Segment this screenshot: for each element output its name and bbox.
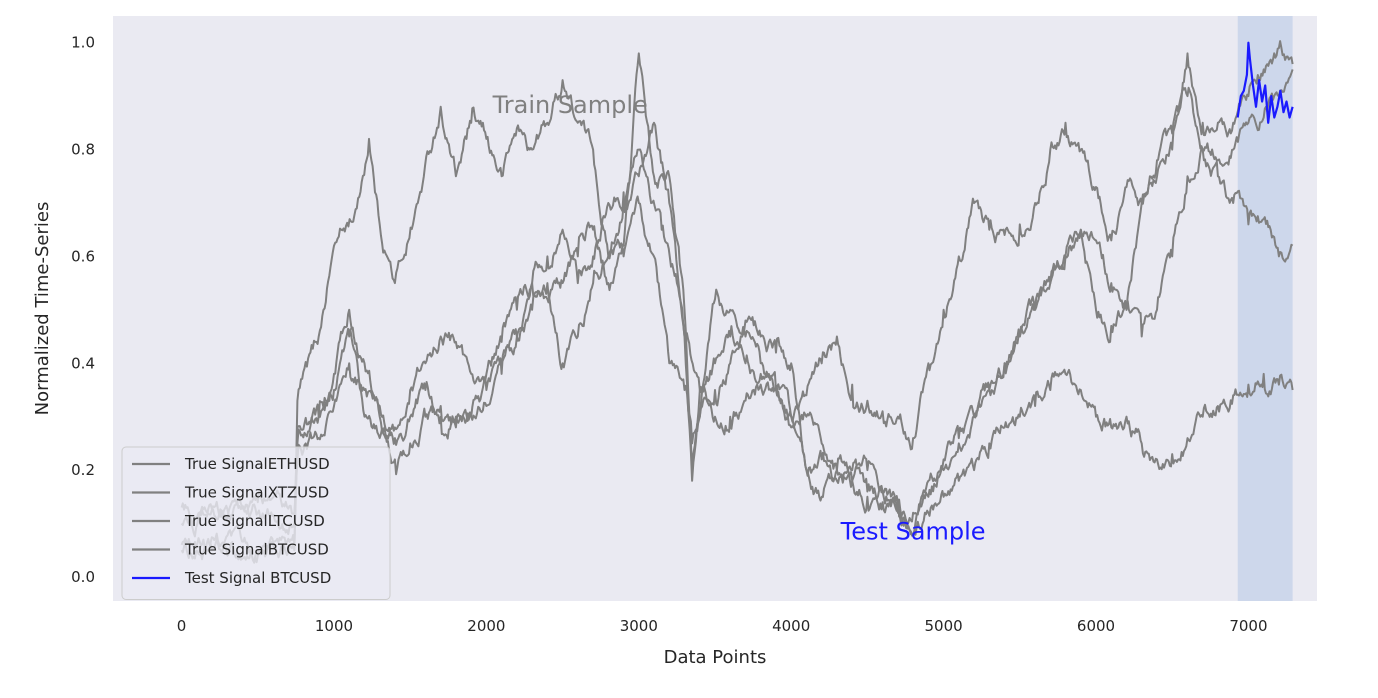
x-axis-label: Data Points [664, 647, 767, 668]
y-tick-label: 0.6 [71, 247, 95, 265]
series-line-true-signalltcusd [180, 69, 1294, 538]
x-tick-label: 0 [177, 617, 187, 635]
y-axis-label: Normalized Time-Series [32, 202, 53, 416]
legend-entry-label: True SignalXTZUSD [184, 484, 329, 502]
legend-entry-label: True SignalETHUSD [184, 455, 330, 473]
y-tick-label: 0.8 [71, 141, 95, 159]
series-line-true-signalethusd [180, 79, 1294, 564]
legend: True SignalETHUSD True SignalXTZUSD True S… [121, 446, 391, 600]
x-tick-label: 4000 [772, 617, 810, 635]
y-tick-label: 0.4 [71, 354, 95, 372]
ticks-layer: 0 1000 2000 3000 4000 5000 6000 7000 0.0 0.2 0.4 0.… [71, 34, 1267, 635]
legend-entry-label: Test Signal BTCUSD [184, 569, 331, 587]
y-tick-label: 0.2 [71, 461, 95, 479]
x-tick-label: 1000 [315, 617, 353, 635]
series-line-test-signal-btcusd [1236, 41, 1294, 124]
legend-entry-label: True SignalLTCUSD [184, 512, 325, 530]
train-sample-annotation: Train Sample [492, 91, 648, 119]
y-tick-label: 0.0 [71, 568, 95, 586]
series-line-true-signalbtcusd [180, 195, 1294, 537]
x-tick-label: 7000 [1229, 617, 1267, 635]
test-region-band [1237, 16, 1293, 601]
x-tick-label: 3000 [620, 617, 658, 635]
test-sample-annotation: Test Sample [840, 518, 986, 546]
x-tick-label: 6000 [1077, 617, 1115, 635]
series-layer [180, 40, 1294, 564]
y-tick-label: 1.0 [71, 34, 95, 52]
series-line-true-signalxtzusd [180, 40, 1294, 564]
x-tick-label: 2000 [467, 617, 505, 635]
legend-entry-label: True SignalBTCUSD [184, 541, 329, 559]
x-tick-label: 5000 [925, 617, 963, 635]
legend-frame [121, 446, 391, 600]
